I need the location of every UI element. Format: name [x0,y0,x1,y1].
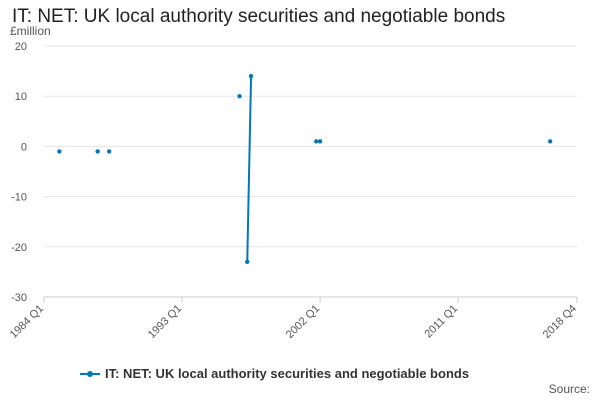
data-point [57,149,62,154]
x-tick-label: 2002 Q1 [284,303,322,341]
data-point [547,139,553,144]
x-tick-label: 1993 Q1 [146,303,184,341]
x-tick-label: 1984 Q1 [8,303,46,341]
data-point [237,94,242,99]
data-point [248,73,254,79]
legend-label: IT: NET: UK local authority securities a… [105,366,470,381]
grid-lines [44,45,577,248]
y-tick-label: 10 [15,91,27,103]
y-tick-label: -20 [11,242,27,254]
y-tick-label: 20 [15,41,27,53]
x-tick-label: 2018 Q4 [541,303,579,341]
y-axis-unit-label: £million [10,24,51,38]
data-point [106,149,112,154]
source-label: Source: [548,382,590,396]
data-point [314,139,319,144]
chart-title: IT: NET: UK local authority securities a… [12,6,506,27]
y-tick-label: -30 [11,292,27,304]
data-point [95,149,100,154]
data-point [245,259,250,265]
series-line-segment [246,76,253,262]
y-tick-label: -10 [11,192,27,204]
x-tick-label: 2011 Q1 [422,303,460,341]
data-point [317,139,323,144]
legend[interactable]: IT: NET: UK local authority securities a… [80,366,469,381]
legend-line-marker-icon [80,369,100,379]
series-layer [57,73,553,265]
y-tick-label: 0 [21,141,27,153]
